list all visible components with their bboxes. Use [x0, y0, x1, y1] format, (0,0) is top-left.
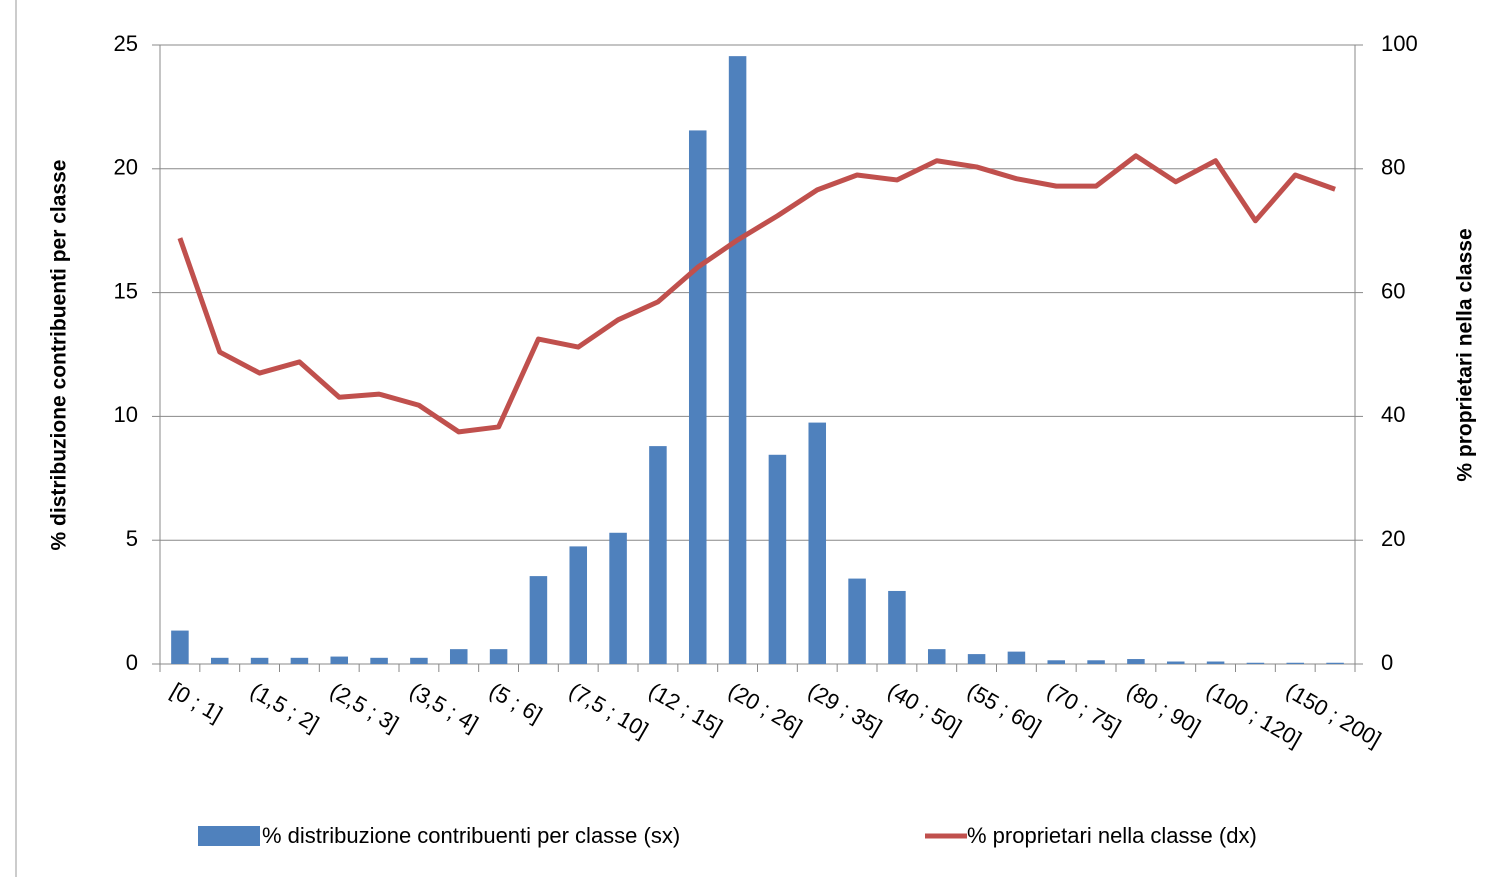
bar — [569, 546, 588, 664]
x-tick-label: (55 ; 60] — [963, 678, 1045, 740]
x-tick-label: (7,5 ; 10] — [565, 678, 653, 743]
x-tick-label: (5 ; 6] — [485, 678, 546, 728]
bar — [210, 657, 229, 664]
legend-swatch — [198, 826, 260, 846]
bar — [370, 657, 388, 664]
bar — [1087, 660, 1105, 664]
y-tick-label: 25 — [114, 31, 138, 56]
bar — [250, 657, 269, 664]
bar — [848, 578, 866, 664]
bar — [967, 654, 986, 664]
x-tick-label: (2,5 ; 3] — [326, 678, 403, 737]
y2-tick-label: 0 — [1381, 650, 1393, 675]
y2-tick-label: 100 — [1381, 31, 1418, 56]
y2-tick-label: 20 — [1381, 526, 1405, 551]
bar — [1007, 651, 1026, 664]
bar — [529, 576, 548, 664]
legend-label: % proprietari nella classe (dx) — [967, 823, 1257, 848]
bar — [449, 649, 468, 664]
bar — [489, 649, 508, 664]
bar — [649, 446, 667, 664]
x-tick-label: (80 ; 90] — [1123, 678, 1205, 740]
frame — [15, 0, 17, 877]
bar — [290, 657, 309, 664]
bar — [728, 56, 747, 665]
x-tick-label: (70 ; 75] — [1043, 678, 1125, 740]
y-tick-label: 20 — [114, 155, 138, 180]
bar — [1206, 661, 1225, 664]
bar — [1047, 660, 1066, 664]
y2-tick-label: 80 — [1381, 155, 1405, 180]
bar — [1326, 662, 1344, 664]
bar — [768, 454, 787, 664]
y-tick-label: 10 — [114, 402, 138, 427]
bar — [1166, 661, 1185, 664]
bar — [888, 590, 906, 664]
y2-tick-label: 60 — [1381, 278, 1405, 303]
y2-tick-label: 40 — [1381, 402, 1405, 427]
y2-axis-label: % proprietari nella classe — [1454, 228, 1477, 481]
bar — [330, 656, 349, 664]
line — [177, 153, 1336, 435]
y-tick-label: 15 — [114, 278, 138, 303]
bar — [927, 649, 946, 664]
x-tick-label: (12 ; 15] — [645, 678, 727, 740]
x-tick-label: (1,5 ; 2] — [246, 678, 323, 737]
y-tick-label: 0 — [126, 650, 138, 675]
x-tick-label: [0 ; 1] — [167, 678, 227, 727]
legend-label: % distribuzione contribuenti per classe … — [262, 823, 680, 848]
x-tick-label: (20 ; 26] — [724, 678, 806, 740]
x-tick-label: (40 ; 50] — [884, 678, 966, 740]
bar — [410, 657, 428, 664]
x-tick-label: (29 ; 35] — [804, 678, 886, 740]
bar — [808, 422, 827, 664]
x-tick-label: (3,5 ; 4] — [406, 678, 483, 737]
y-tick-label: 5 — [126, 526, 138, 551]
bar — [609, 532, 627, 664]
y-axis-label: % distribuzione contribuenti per classe — [48, 160, 71, 551]
bar — [1127, 659, 1145, 664]
bar — [1286, 662, 1305, 664]
bar — [1246, 662, 1265, 664]
bar — [171, 630, 189, 664]
bar — [688, 130, 707, 664]
